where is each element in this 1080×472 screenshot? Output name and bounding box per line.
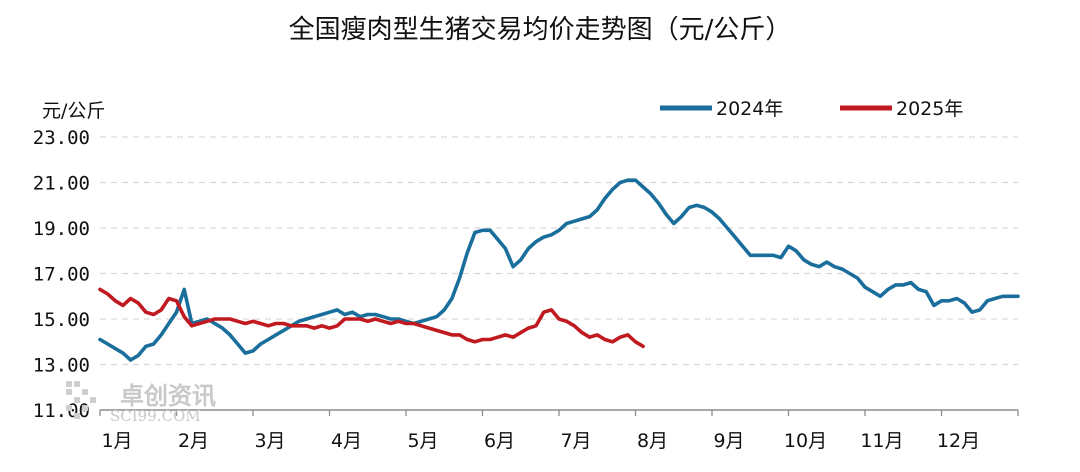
- watermark-logo-icon: [66, 381, 96, 419]
- y-axis-unit: 元/公斤: [42, 100, 105, 122]
- y-tick-label: 21.00: [33, 173, 90, 195]
- x-tick-label: 3月: [254, 430, 285, 452]
- x-tick-label: 8月: [637, 430, 668, 452]
- x-tick-label: 10月: [784, 430, 827, 452]
- x-tick-label: 2月: [178, 430, 209, 452]
- y-axis-ticks: 23.00 21.00 19.00 17.00 15.00 13.00 11.00: [33, 127, 90, 422]
- watermark: 卓创资讯 SCI99.COM: [66, 381, 216, 425]
- y-tick-label: 19.00: [33, 218, 90, 240]
- x-tick-label: 9月: [713, 430, 744, 452]
- x-tick-label: 6月: [484, 430, 515, 452]
- y-tick-label: 23.00: [33, 127, 90, 149]
- y-tick-label: 17.00: [33, 264, 90, 286]
- chart-title: 全国瘦肉型生猪交易均价走势图（元/公斤）: [289, 15, 792, 45]
- legend-label-2: 2025年: [896, 98, 963, 120]
- series-lines: [98, 178, 1020, 362]
- watermark-site: SCI99.COM: [110, 407, 201, 425]
- x-axis: 1月 2月 3月 4月 5月 6月 7月 8月 9月 10月 11月 12月: [99, 409, 1019, 452]
- x-tick-label: 7月: [560, 430, 591, 452]
- y-tick-label: 15.00: [33, 309, 90, 331]
- x-tick-label: 12月: [937, 430, 980, 452]
- x-tick-label: 5月: [407, 430, 438, 452]
- legend: 2024年 2025年: [660, 98, 963, 120]
- watermark-brand: 卓创资讯: [120, 382, 216, 410]
- legend-label-1: 2024年: [716, 98, 783, 120]
- series-line-2: [98, 287, 645, 349]
- x-tick-label: 1月: [101, 430, 132, 452]
- y-tick-label: 13.00: [33, 355, 90, 377]
- gridlines: [100, 136, 1018, 366]
- x-tick-label: 4月: [331, 430, 362, 452]
- x-tick-label: 11月: [860, 430, 903, 452]
- series-line-1: [98, 178, 1020, 362]
- y-tick-label: 11.00: [33, 400, 90, 422]
